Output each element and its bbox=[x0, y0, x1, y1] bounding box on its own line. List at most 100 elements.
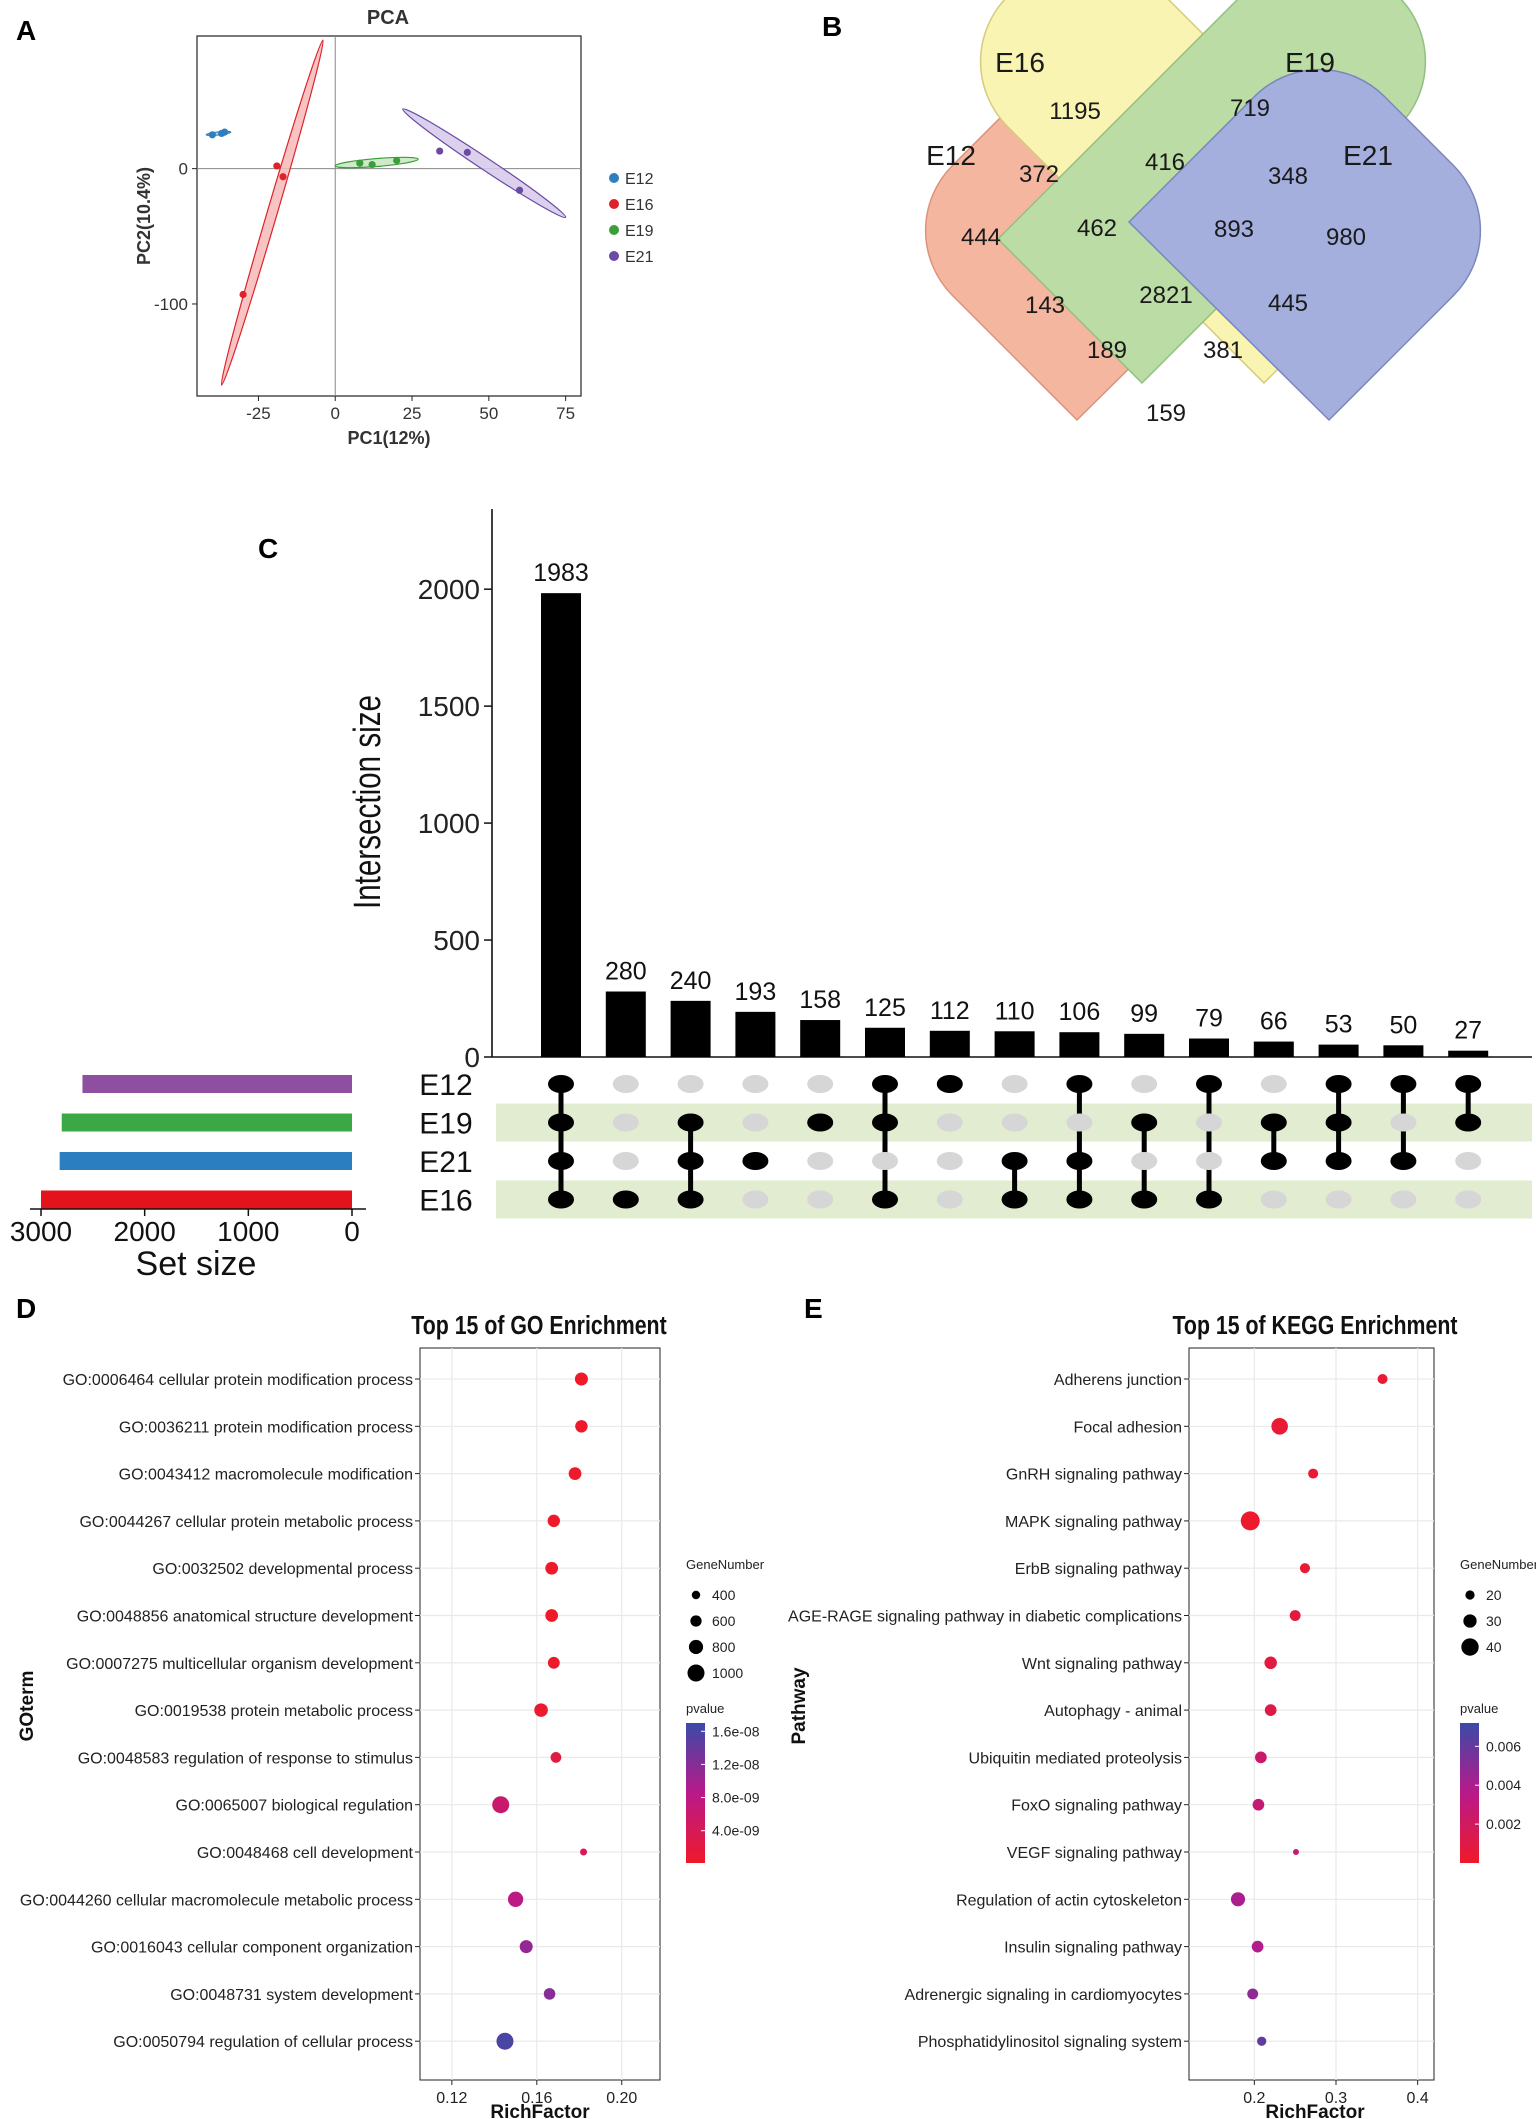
d-category-label: GO:0048731 system development bbox=[170, 1987, 413, 2004]
matrix-dot-12-e21 bbox=[1325, 1152, 1352, 1170]
intersection-bar-9 bbox=[1124, 1033, 1165, 1057]
matrix-dot-7-e16 bbox=[1001, 1190, 1028, 1209]
d-size-legend-label: 800 bbox=[712, 1639, 736, 1655]
kegg-plot-area bbox=[1188, 1347, 1435, 2081]
matrix-dot-13-e21 bbox=[1390, 1152, 1417, 1170]
matrix-dot-8-e12 bbox=[1066, 1075, 1093, 1093]
matrix-dot-5-e21 bbox=[872, 1152, 898, 1170]
e-point-wnt-signaling-pathway bbox=[1264, 1656, 1277, 1670]
venn-value-e12-e16: 372 bbox=[1019, 161, 1059, 188]
matrix-dot-8-e21 bbox=[1066, 1152, 1093, 1170]
d-point-go-0032502-developmental-process bbox=[545, 1561, 559, 1575]
e-category-label: Focal adhesion bbox=[1073, 1419, 1182, 1436]
e-point-ubiquitin-mediated-proteolysis bbox=[1255, 1751, 1267, 1764]
venn-value-all-four: 2821 bbox=[1139, 282, 1192, 309]
d-size-legend-label: 1000 bbox=[712, 1665, 743, 1681]
e-size-legend-dot bbox=[1461, 1638, 1479, 1656]
e-point-regulation-of-actin-cytoskeleton bbox=[1230, 1892, 1246, 1907]
e-point-insulin-signaling-pathway bbox=[1251, 1940, 1264, 1953]
e-color-legend-label: 0.004 bbox=[1486, 1777, 1521, 1793]
d-point-go-0043412-macromolecule-modification bbox=[568, 1467, 582, 1480]
matrix-dot-6-e16 bbox=[936, 1190, 963, 1209]
matrix-dot-4-e16 bbox=[807, 1190, 834, 1209]
matrix-set-label-e21: E21 bbox=[419, 1146, 472, 1179]
venn-value-e21-only: 980 bbox=[1326, 224, 1366, 251]
matrix-dot-9-e16 bbox=[1131, 1190, 1158, 1209]
d-category-label: GO:0007275 multicellular organism develo… bbox=[66, 1656, 413, 1673]
venn-set-e21 bbox=[1127, 68, 1482, 422]
d-point-go-0050794-regulation-of-cellular-process bbox=[496, 2032, 514, 2050]
d-point-go-0019538-protein-metabolic-process bbox=[534, 1703, 548, 1717]
matrix-dot-11-e19 bbox=[1260, 1113, 1287, 1132]
e-category-label: Autophagy - animal bbox=[1044, 1703, 1182, 1720]
intersection-bar-label-11: 66 bbox=[1260, 1008, 1288, 1036]
matrix-dot-11-e16 bbox=[1260, 1190, 1287, 1209]
e-color-legend-title: pvalue bbox=[1460, 1701, 1498, 1716]
venn-value-e12-e16-e19: 462 bbox=[1077, 215, 1117, 242]
pca-point-e16-0 bbox=[273, 162, 281, 170]
matrix-dot-14-e19 bbox=[1455, 1113, 1482, 1132]
set-size-tick-label: 3000 bbox=[10, 1216, 72, 1247]
intersection-bar-6 bbox=[929, 1030, 970, 1057]
go-enrichment-plot: Top 15 of GO Enrichment GO:0006464 cellu… bbox=[17, 1311, 765, 2119]
d-category-label: GO:0043412 macromolecule modification bbox=[119, 1467, 413, 1484]
intersection-bar-0 bbox=[541, 593, 581, 1057]
pca-legend-marker-e21 bbox=[609, 251, 619, 261]
venn-diagram: E16 E19 E12 E21 1195 719 416 372 348 444… bbox=[924, 0, 1482, 427]
d-category-label: GO:0048468 cell development bbox=[197, 1845, 414, 1862]
upset-y-tick-label: 500 bbox=[433, 925, 480, 956]
matrix-dot-0-e21 bbox=[548, 1152, 574, 1170]
d-category-label: GO:0048583 regulation of response to sti… bbox=[78, 1750, 413, 1767]
matrix-dot-11-e12 bbox=[1260, 1075, 1287, 1093]
e-point-phosphatidylinositol-signaling-system bbox=[1257, 2036, 1267, 2046]
d-point-go-0044267-cellular-protein-metabolic-process bbox=[547, 1514, 561, 1528]
e-category-label: Insulin signaling pathway bbox=[1004, 1940, 1182, 1957]
e-color-legend-bar bbox=[1460, 1723, 1479, 1863]
intersection-bar-label-5: 125 bbox=[864, 994, 906, 1022]
venn-value-e16-e19: 416 bbox=[1145, 149, 1185, 176]
intersection-bar-5 bbox=[865, 1027, 905, 1057]
venn-label-e16: E16 bbox=[995, 47, 1045, 78]
matrix-dot-13-e19 bbox=[1390, 1113, 1417, 1132]
intersection-bar-label-6: 112 bbox=[930, 997, 970, 1025]
intersection-bar-label-1: 280 bbox=[605, 958, 647, 986]
matrix-dot-14-e21 bbox=[1455, 1152, 1482, 1170]
pca-ellipse-e16 bbox=[220, 39, 324, 386]
matrix-dot-5-e12 bbox=[872, 1075, 898, 1093]
e-category-label: GnRH signaling pathway bbox=[1006, 1467, 1182, 1484]
pca-legend-marker-e12 bbox=[609, 173, 619, 183]
matrix-dot-5-e19 bbox=[872, 1113, 898, 1132]
intersection-bar-label-3: 193 bbox=[735, 978, 777, 1006]
e-size-legend-title: GeneNumber bbox=[1460, 1557, 1536, 1572]
d-point-go-0048856-anatomical-structure-development bbox=[545, 1609, 559, 1622]
d-x-tick-label: 0.16 bbox=[521, 2090, 552, 2107]
matrix-dot-2-e16 bbox=[677, 1190, 704, 1209]
panel-label-e: E bbox=[804, 1293, 823, 1324]
matrix-dot-12-e19 bbox=[1325, 1113, 1352, 1132]
matrix-dot-13-e12 bbox=[1390, 1075, 1417, 1093]
e-x-tick-label: 0.2 bbox=[1243, 2090, 1265, 2107]
d-size-legend-dot bbox=[691, 1590, 701, 1600]
pca-point-e16-2 bbox=[239, 290, 247, 299]
e-point-erbb-signaling-pathway bbox=[1299, 1563, 1310, 1574]
matrix-dot-7-e21 bbox=[1001, 1152, 1028, 1170]
d-point-go-0048468-cell-development bbox=[580, 1848, 588, 1856]
set-size-bar-e12 bbox=[82, 1075, 352, 1093]
pca-point-e21-0 bbox=[436, 147, 444, 155]
matrix-dot-0-e16 bbox=[548, 1190, 574, 1209]
pca-legend-label-e16: E16 bbox=[625, 197, 654, 214]
venn-label-e21: E21 bbox=[1343, 140, 1393, 171]
e-point-foxo-signaling-pathway bbox=[1252, 1798, 1265, 1811]
pca-point-e12-2 bbox=[221, 128, 229, 136]
d-size-legend-dot bbox=[687, 1664, 705, 1682]
intersection-bar-label-9: 99 bbox=[1130, 1000, 1158, 1028]
pca-plot: PCA -25 0 25 50 750-100 PC1(12%) PC2(10.4%) … bbox=[134, 7, 654, 448]
intersection-bar-11 bbox=[1253, 1041, 1294, 1057]
matrix-dot-2-e21 bbox=[677, 1152, 704, 1170]
pca-x-tick-label: 0 bbox=[331, 404, 340, 423]
pca-point-e19-0 bbox=[356, 159, 364, 167]
set-size-bar-e21 bbox=[59, 1152, 352, 1170]
set-size-tick-label: 2000 bbox=[114, 1216, 176, 1247]
e-color-legend-label: 0.002 bbox=[1486, 1816, 1521, 1832]
